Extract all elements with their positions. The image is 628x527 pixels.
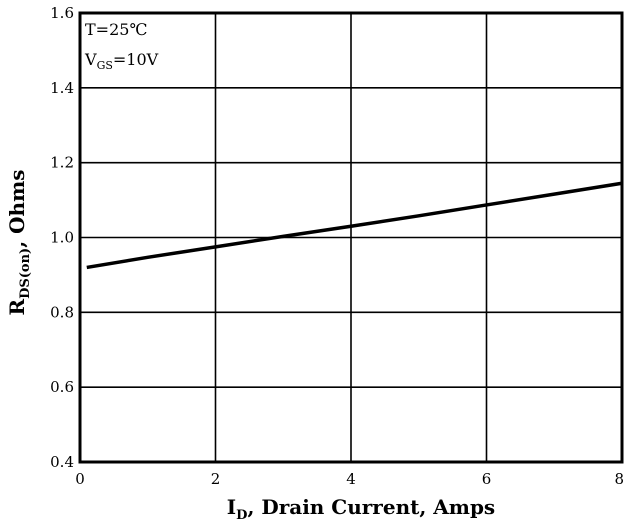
x-axis-label: ID, Drain Current, Amps xyxy=(227,495,495,523)
annotation-temperature: T=25℃ xyxy=(85,20,147,39)
annotation-vgs: VGS=10V xyxy=(84,50,159,72)
grid-lines xyxy=(79,12,623,463)
y-tick-label: 1.4 xyxy=(50,79,74,97)
y-axis-label-sub: DS(on) xyxy=(18,248,33,299)
annotation-vgs-main: V xyxy=(84,50,97,69)
y-axis-label: RDS(on), Ohms xyxy=(5,169,33,315)
y-tick-label: 1.2 xyxy=(50,154,74,172)
x-tick-label: 6 xyxy=(482,470,492,488)
x-tick-label: 4 xyxy=(346,470,356,488)
y-tick-label: 1.0 xyxy=(50,229,74,247)
x-tick-label: 2 xyxy=(211,470,221,488)
x-tick-label: 8 xyxy=(614,470,624,488)
y-tick-label: 0.4 xyxy=(50,453,74,471)
series-group xyxy=(86,181,623,270)
annotation-vgs-rest: =10V xyxy=(113,50,159,69)
x-tick-labels: 0 2 4 6 8 xyxy=(75,470,624,488)
y-tick-labels: 0.4 0.6 0.8 1.0 1.2 1.4 1.6 xyxy=(50,4,74,471)
x-axis-label-main: I xyxy=(227,495,236,519)
y-tick-label: 0.6 xyxy=(50,378,74,396)
x-axis-label-rest: , Drain Current, Amps xyxy=(247,495,495,519)
y-axis-label-rest: , Ohms xyxy=(5,169,29,247)
plot-frame xyxy=(78,11,624,464)
annotation-vgs-sub: GS xyxy=(97,59,113,72)
y-tick-label: 0.8 xyxy=(50,303,74,321)
y-tick-label: 1.6 xyxy=(50,4,74,22)
y-axis-label-main: R xyxy=(5,299,29,316)
x-axis-label-sub: D xyxy=(236,508,247,523)
series-line-0 xyxy=(86,181,623,270)
x-tick-label: 0 xyxy=(75,470,85,488)
